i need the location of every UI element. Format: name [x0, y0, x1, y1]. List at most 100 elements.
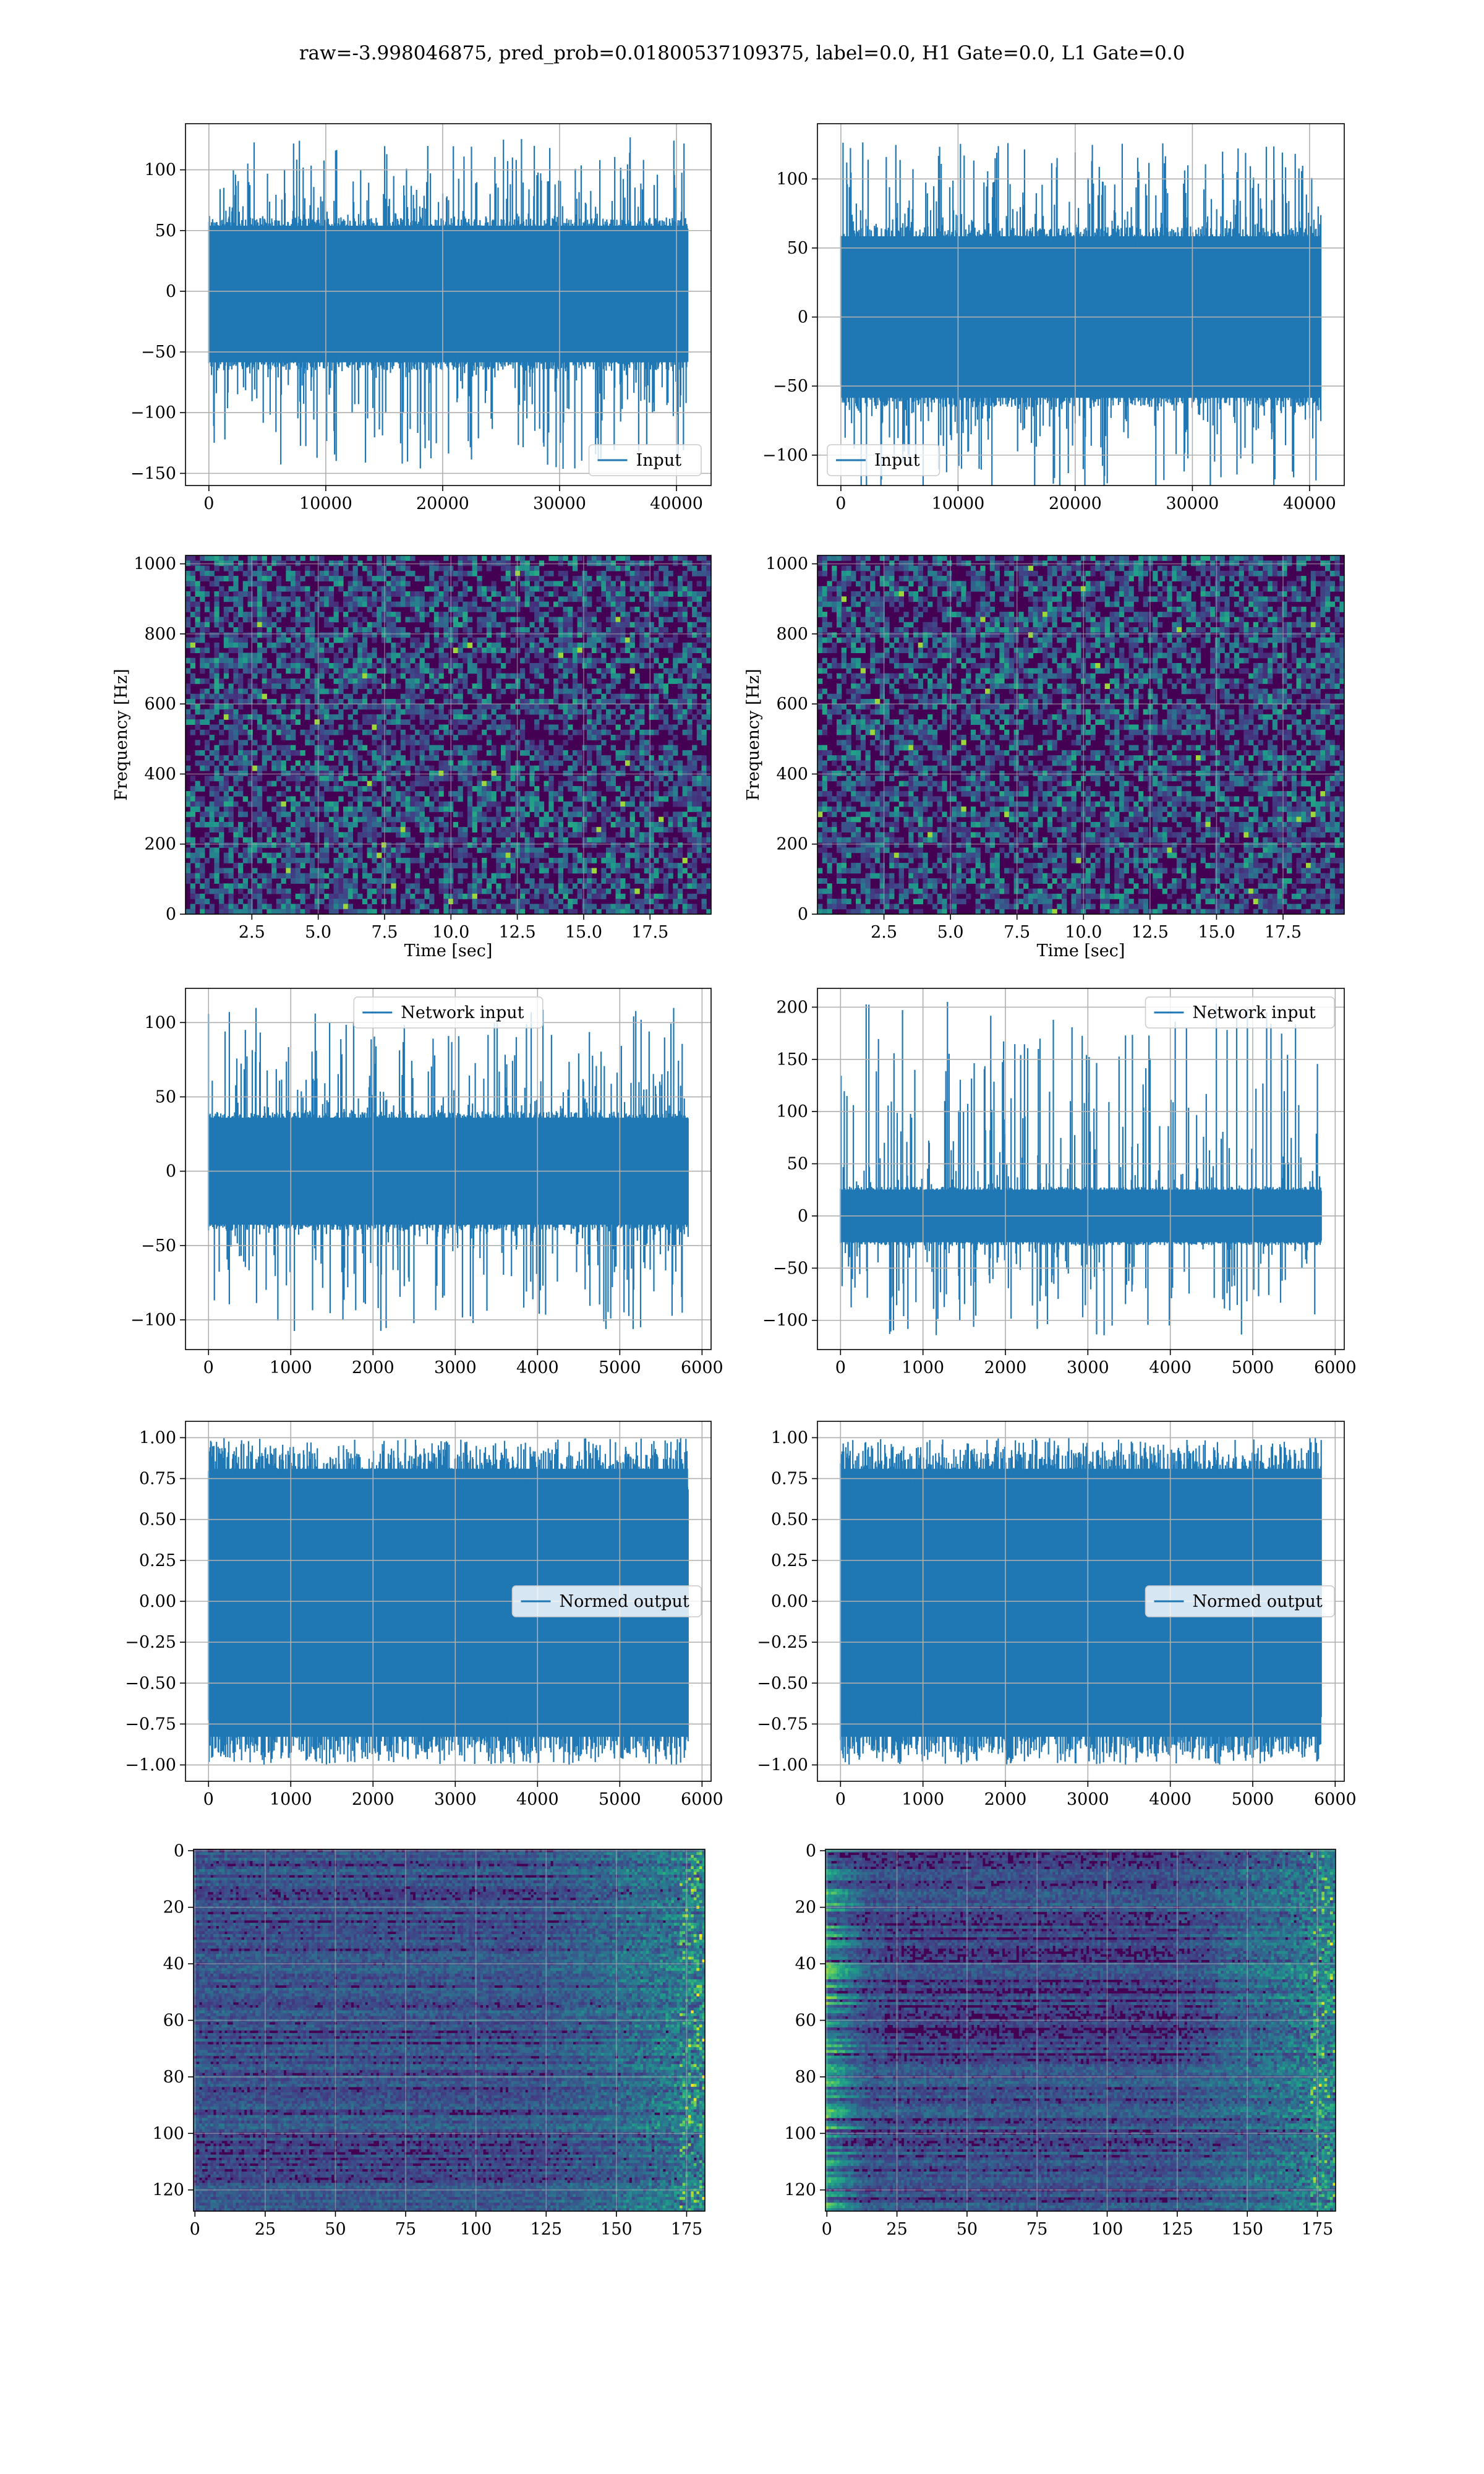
legend-r3l: Network input — [353, 996, 544, 1029]
x-tick-label: 100 — [460, 2220, 492, 2239]
ticks-r5l: 0 25 50 75 100 125 150 175 0 20 40 60 80 100 120 — [152, 1841, 702, 2239]
y-tick-label: 120 — [784, 2181, 816, 2200]
y-tick-label: 800 — [776, 625, 808, 644]
grid-r3l — [186, 988, 711, 1350]
y-tick-label: −0.50 — [757, 1674, 808, 1693]
x-tick-label: 2.5 — [871, 923, 897, 942]
panel-r1r: 0 10000 20000 30000 40000 −100 −50 0 50 100 Input — [762, 123, 1345, 513]
y-tick-label: 40 — [795, 1954, 816, 1974]
y-tick-label: 0.75 — [771, 1470, 808, 1489]
y-tick-label: 60 — [795, 2011, 816, 2031]
x-tick-label: 0 — [835, 494, 846, 513]
y-tick-label: 50 — [787, 1155, 808, 1174]
x-axis-label: Time [sec] — [404, 941, 493, 961]
x-tick-label: 25 — [886, 2220, 907, 2239]
x-tick-label: 40000 — [1283, 494, 1336, 513]
axes-frame-r3l — [185, 988, 712, 1350]
y-tick-label: 20 — [163, 1898, 184, 1917]
y-tick-label: 100 — [152, 2124, 184, 2143]
x-tick-label: 30000 — [1166, 494, 1219, 513]
panel-r2l: 2.5 5.0 7.5 10.0 12.5 15.0 17.5 0 200 400 600 800 10… — [112, 555, 712, 961]
series-line-r3l — [208, 1008, 689, 1331]
y-tick-label: 0.00 — [139, 1592, 176, 1611]
x-tick-label: 10.0 — [432, 923, 469, 942]
legend-label: Network input — [401, 1003, 524, 1022]
x-tick-label: 7.5 — [1004, 923, 1030, 942]
x-tick-label: 10000 — [931, 494, 984, 513]
y-tick-label: 0 — [166, 282, 176, 301]
y-tick-label: 600 — [776, 695, 808, 714]
x-tick-label: 125 — [1161, 2220, 1193, 2239]
y-tick-label: 0 — [798, 905, 808, 924]
x-tick-label: 4000 — [1149, 1358, 1192, 1377]
x-tick-label: 3000 — [434, 1358, 477, 1377]
legend-r4l: Normed output — [511, 1585, 702, 1617]
y-tick-label: 100 — [144, 1013, 176, 1032]
x-tick-label: 2000 — [352, 1358, 394, 1377]
y-tick-label: −100 — [130, 403, 176, 422]
y-tick-label: −50 — [141, 1236, 176, 1256]
legend-r3r: Network input — [1145, 996, 1335, 1029]
y-tick-label: −100 — [130, 1311, 176, 1330]
x-tick-label: 150 — [1231, 2220, 1263, 2239]
y-tick-label: 200 — [144, 835, 176, 854]
x-tick-label: 175 — [671, 2220, 703, 2239]
x-tick-label: 0 — [203, 1790, 214, 1809]
y-tick-label: 200 — [776, 835, 808, 854]
x-tick-label: 6000 — [1314, 1790, 1357, 1809]
ticks-r2r: 2.5 5.0 7.5 10.0 12.5 15.0 17.5 0 200 400 600 800 10… — [765, 555, 1302, 942]
y-tick-label: −50 — [773, 377, 808, 396]
y-tick-label: 80 — [795, 2068, 816, 2087]
legend-r1l: Input — [588, 444, 702, 476]
y-tick-label: 1000 — [765, 555, 808, 574]
legend-label: Normed output — [1193, 1592, 1323, 1611]
x-tick-label: 3000 — [434, 1790, 477, 1809]
y-tick-label: 50 — [155, 221, 176, 241]
grid-r3r — [817, 988, 1344, 1350]
y-tick-label: 400 — [144, 764, 176, 784]
axes-frame-r2l — [185, 555, 712, 915]
x-tick-label: 100 — [1091, 2220, 1124, 2239]
axes-frame-r3r — [817, 988, 1345, 1350]
grid-r5r — [825, 1849, 1336, 2211]
x-tick-label: 6000 — [681, 1790, 723, 1809]
x-tick-label: 75 — [1026, 2220, 1047, 2239]
y-tick-label: −1.00 — [125, 1756, 176, 1775]
y-tick-label: 1.00 — [771, 1428, 808, 1447]
x-tick-label: 40000 — [650, 494, 703, 513]
y-tick-label: 0.50 — [771, 1510, 808, 1530]
x-tick-label: 5.0 — [305, 923, 331, 942]
x-axis-label: Time [sec] — [1037, 941, 1125, 961]
y-tick-label: 0.25 — [771, 1551, 808, 1570]
y-tick-label: 0.00 — [771, 1592, 808, 1611]
ticks-r3r: 0 1000 2000 3000 4000 5000 6000 −100 −50 0 50 100 15… — [762, 998, 1357, 1377]
panel-r3r: 0 1000 2000 3000 4000 5000 6000 −100 −50 0 50 100 15… — [762, 988, 1357, 1377]
y-tick-label: 80 — [163, 2068, 184, 2087]
x-tick-label: 12.5 — [499, 923, 536, 942]
x-tick-label: 0 — [203, 494, 214, 513]
x-tick-label: 1000 — [902, 1358, 944, 1377]
grid-r4l — [186, 1421, 711, 1781]
y-tick-label: 100 — [776, 1102, 808, 1121]
y-tick-label: 0 — [166, 905, 176, 924]
y-tick-label: −100 — [762, 446, 808, 465]
heatmap-r5r — [825, 1849, 1336, 2211]
panel-r5r: 0 25 50 75 100 125 150 175 0 20 40 60 80 100 120 — [784, 1841, 1336, 2239]
legend-label: Input — [636, 451, 682, 470]
x-tick-label: 5000 — [1232, 1358, 1274, 1377]
y-tick-label: −50 — [141, 343, 176, 362]
y-tick-label: 100 — [144, 161, 176, 180]
x-tick-label: 5000 — [599, 1790, 641, 1809]
axes-frame-r5r — [825, 1849, 1336, 2212]
x-tick-label: 75 — [395, 2220, 416, 2239]
y-tick-label: 50 — [787, 239, 808, 258]
ticks-r1l: 0 10000 20000 30000 40000 −150 −100 −50 0 50 100 — [130, 161, 703, 513]
ticks-r1r: 0 10000 20000 30000 40000 −100 −50 0 50 100 — [762, 169, 1336, 513]
x-tick-label: 2.5 — [239, 923, 265, 942]
x-tick-label: 1000 — [902, 1790, 944, 1809]
x-tick-label: 30000 — [533, 494, 586, 513]
x-tick-label: 17.5 — [631, 923, 668, 942]
y-tick-label: 0.75 — [139, 1470, 176, 1489]
grid-r1l — [186, 124, 711, 486]
